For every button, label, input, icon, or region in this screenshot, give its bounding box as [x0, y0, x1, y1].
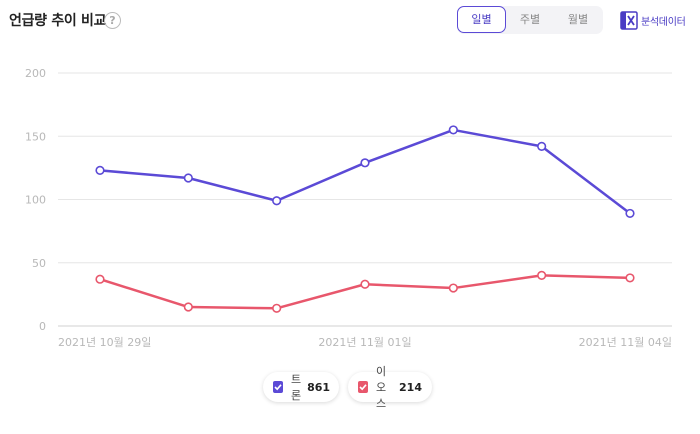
chart-header: 언급량 추이 비교 ? 일별 주별 월별 분석데이터 — [0, 0, 700, 44]
data-point[interactable] — [448, 283, 458, 293]
data-point[interactable] — [272, 303, 282, 313]
legend-series-name: 이오스 — [376, 365, 387, 410]
y-tick-label: 0 — [39, 320, 46, 333]
data-point[interactable] — [95, 274, 105, 284]
y-tick-label: 50 — [32, 257, 46, 270]
legend-item-eos[interactable]: 이오스 214 — [348, 365, 432, 410]
data-point[interactable] — [272, 196, 282, 206]
legend-series-total: 861 — [307, 380, 331, 394]
data-point[interactable] — [183, 302, 193, 312]
analysis-data-button[interactable]: 분석데이터 — [620, 9, 686, 31]
x-tick-label: 2021년 11월 04일 — [579, 335, 672, 349]
data-point[interactable] — [360, 158, 370, 168]
legend-series-total: 214 — [399, 380, 422, 394]
legend-item-tron[interactable]: 트론 861 — [263, 372, 339, 402]
excel-icon — [620, 10, 638, 30]
tab-monthly[interactable]: 월별 — [567, 13, 589, 26]
data-point[interactable] — [448, 125, 458, 135]
legend-series-name: 트론 — [291, 373, 302, 402]
data-point[interactable] — [625, 208, 635, 219]
chart-title: 언급량 추이 비교 — [9, 13, 107, 29]
checkbox-icon — [273, 381, 283, 393]
x-tick-label: 2021년 10월 29일 — [58, 335, 151, 349]
data-point[interactable] — [537, 141, 547, 151]
data-point[interactable] — [625, 273, 635, 283]
y-tick-label: 100 — [25, 194, 46, 207]
data-point[interactable] — [95, 165, 105, 176]
series-line — [99, 128, 631, 215]
y-tick-label: 150 — [25, 130, 46, 143]
period-toggle: 일별 주별 월별 — [457, 6, 603, 34]
help-icon[interactable]: ? — [104, 12, 121, 29]
data-point[interactable] — [360, 279, 370, 289]
tab-weekly[interactable]: 주별 — [519, 13, 541, 26]
data-point[interactable] — [183, 173, 193, 183]
data-point[interactable] — [537, 270, 547, 280]
line-chart: 0 50 100 150 200 2021년 10월 29일 2021년 11월 01일 20… — [25, 67, 672, 349]
analysis-data-label: 분석데이터 — [641, 16, 686, 28]
tab-daily[interactable]: 일별 — [457, 6, 506, 33]
y-tick-label: 200 — [25, 67, 46, 80]
checkbox-icon — [358, 381, 368, 393]
x-tick-label: 2021년 11월 01일 — [318, 335, 411, 349]
